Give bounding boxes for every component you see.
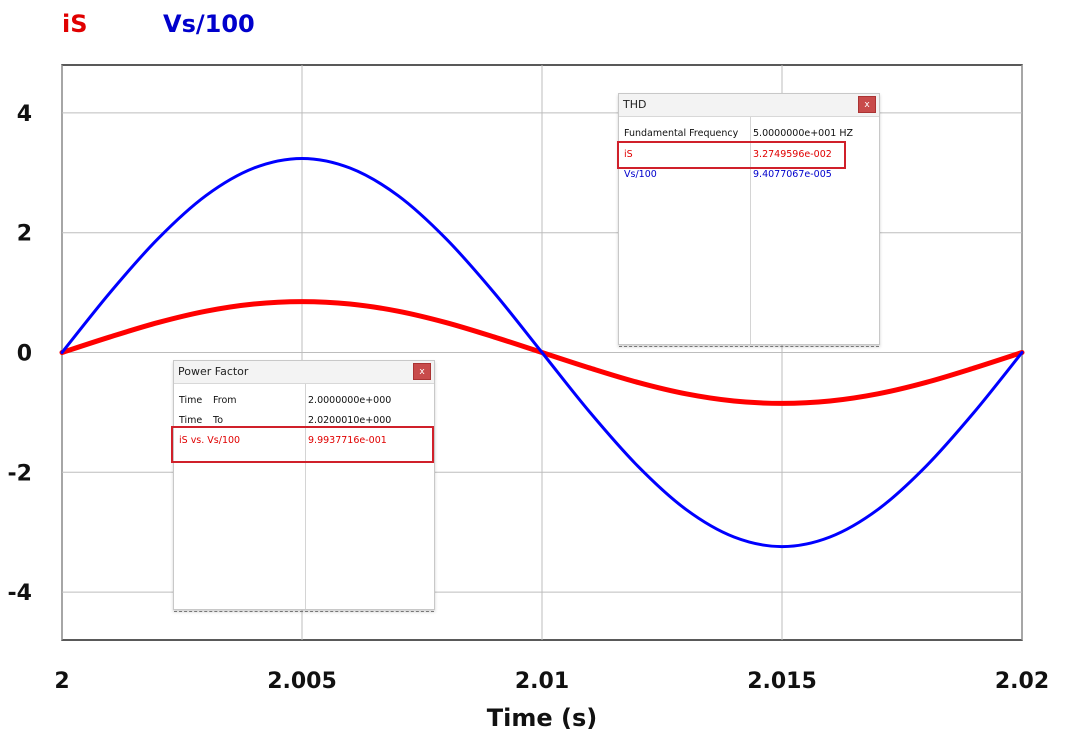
legend-is: iS (62, 10, 88, 38)
x-tick-label: 2.015 (747, 669, 817, 694)
pf-close-icon[interactable]: x (413, 363, 431, 380)
thd-column-divider (750, 117, 751, 344)
thd-title: THD (623, 98, 647, 111)
x-tick-label: 2 (54, 669, 69, 694)
thd-title-bar[interactable]: THD x (619, 94, 879, 117)
tick-labels: 2 2.005 2.01 2.015 2.02 4 2 0 -2 -4 (8, 102, 1050, 694)
pf-column-divider (305, 384, 306, 609)
pf-row-label: iS vs. Vs/100 (179, 435, 241, 446)
x-axis-label: Time (s) (487, 704, 597, 732)
x-tick-label: 2.005 (267, 669, 337, 694)
thd-row-value: 9.4077067e-005 (753, 169, 832, 180)
y-tick-label: -4 (8, 581, 32, 606)
legend-vs: Vs/100 (163, 10, 255, 38)
thd-row-value: 5.0000000e+001 HZ (753, 128, 853, 139)
power-factor-window[interactable]: Power Factor x Time From 2.0000000e+000 … (173, 360, 435, 612)
pf-row-sublabel: To (213, 415, 224, 426)
thd-close-icon[interactable]: x (858, 96, 876, 113)
y-tick-label: -2 (8, 461, 32, 486)
thd-bottom-edge (619, 346, 879, 347)
y-tick-label: 4 (17, 102, 32, 127)
thd-row-label: iS (624, 149, 633, 160)
pf-title-bar[interactable]: Power Factor x (174, 361, 434, 384)
series-line-vs-100 (60, 156, 1024, 549)
thd-row-label: Fundamental Frequency (624, 128, 739, 139)
thd-highlight-box (617, 141, 846, 169)
series-layer (59, 156, 1025, 549)
x-tick-label: 2.02 (995, 669, 1049, 694)
pf-row-label: Time (179, 415, 203, 426)
pf-row-label: Time (179, 395, 203, 406)
pf-title: Power Factor (178, 365, 249, 378)
pf-highlight-box (171, 426, 434, 463)
thd-row-label: Vs/100 (624, 169, 657, 180)
y-tick-label: 2 (17, 222, 32, 247)
x-tick-label: 2.01 (515, 669, 569, 694)
pf-row-value: 9.9937716e-001 (308, 435, 387, 446)
y-tick-label: 0 (17, 342, 32, 367)
pf-row-value: 2.0000000e+000 (308, 395, 392, 406)
pf-row-value: 2.0200010e+000 (308, 415, 392, 426)
pf-bottom-edge (174, 611, 434, 612)
thd-window[interactable]: THD x Fundamental Frequency 5.0000000e+0… (618, 93, 880, 347)
thd-row-value: 3.2749596e-002 (753, 149, 832, 160)
pf-row-sublabel: From (213, 395, 237, 406)
